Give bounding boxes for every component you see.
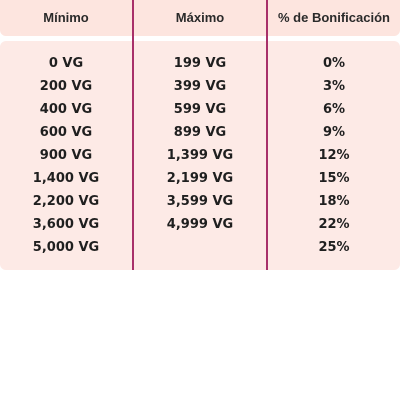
- cell-min: 3,600 VG: [32, 217, 100, 232]
- cell-max: 399 VG: [173, 79, 227, 94]
- cell-min: 2,200 VG: [32, 194, 100, 209]
- table-header: [0, 0, 400, 36]
- cell-bonus: 22%: [318, 217, 350, 232]
- column-divider-1: [132, 0, 134, 270]
- cell-max: [134, 236, 266, 259]
- cell-max: 1,399 VG: [166, 148, 234, 163]
- header-max: Máximo: [175, 10, 225, 25]
- cell-max: 4,999 VG: [166, 217, 234, 232]
- cell-min: 600 VG: [39, 125, 93, 140]
- cell-min: 900 VG: [39, 148, 93, 163]
- table-body: [0, 41, 400, 270]
- cell-max: 3,599 VG: [166, 194, 234, 209]
- cell-max: 899 VG: [173, 125, 227, 140]
- cell-bonus: 3%: [322, 79, 346, 94]
- cell-bonus: 0%: [322, 56, 346, 71]
- cell-max: 199 VG: [173, 56, 227, 71]
- column-max: 199 VG 399 VG 599 VG 899 VG 1,399 VG 2,1…: [134, 52, 266, 259]
- header-bonus: % de Bonificación: [278, 10, 390, 25]
- header-min: Mínimo: [43, 10, 89, 25]
- cell-min: 200 VG: [39, 79, 93, 94]
- cell-bonus: 25%: [318, 240, 350, 255]
- cell-max: 599 VG: [173, 102, 227, 117]
- cell-max: 2,199 VG: [166, 171, 234, 186]
- cell-min: 0 VG: [48, 56, 84, 71]
- column-bonus: 0% 3% 6% 9% 12% 15% 18% 22% 25%: [268, 52, 400, 259]
- column-min: 0 VG 200 VG 400 VG 600 VG 900 VG 1,400 V…: [0, 52, 132, 259]
- cell-bonus: 15%: [318, 171, 350, 186]
- cell-bonus: 12%: [318, 148, 350, 163]
- cell-min: 1,400 VG: [32, 171, 100, 186]
- cell-bonus: 9%: [322, 125, 346, 140]
- cell-bonus: 18%: [318, 194, 350, 209]
- cell-min: 5,000 VG: [32, 240, 100, 255]
- column-divider-2: [266, 0, 268, 270]
- cell-bonus: 6%: [322, 102, 346, 117]
- cell-min: 400 VG: [39, 102, 93, 117]
